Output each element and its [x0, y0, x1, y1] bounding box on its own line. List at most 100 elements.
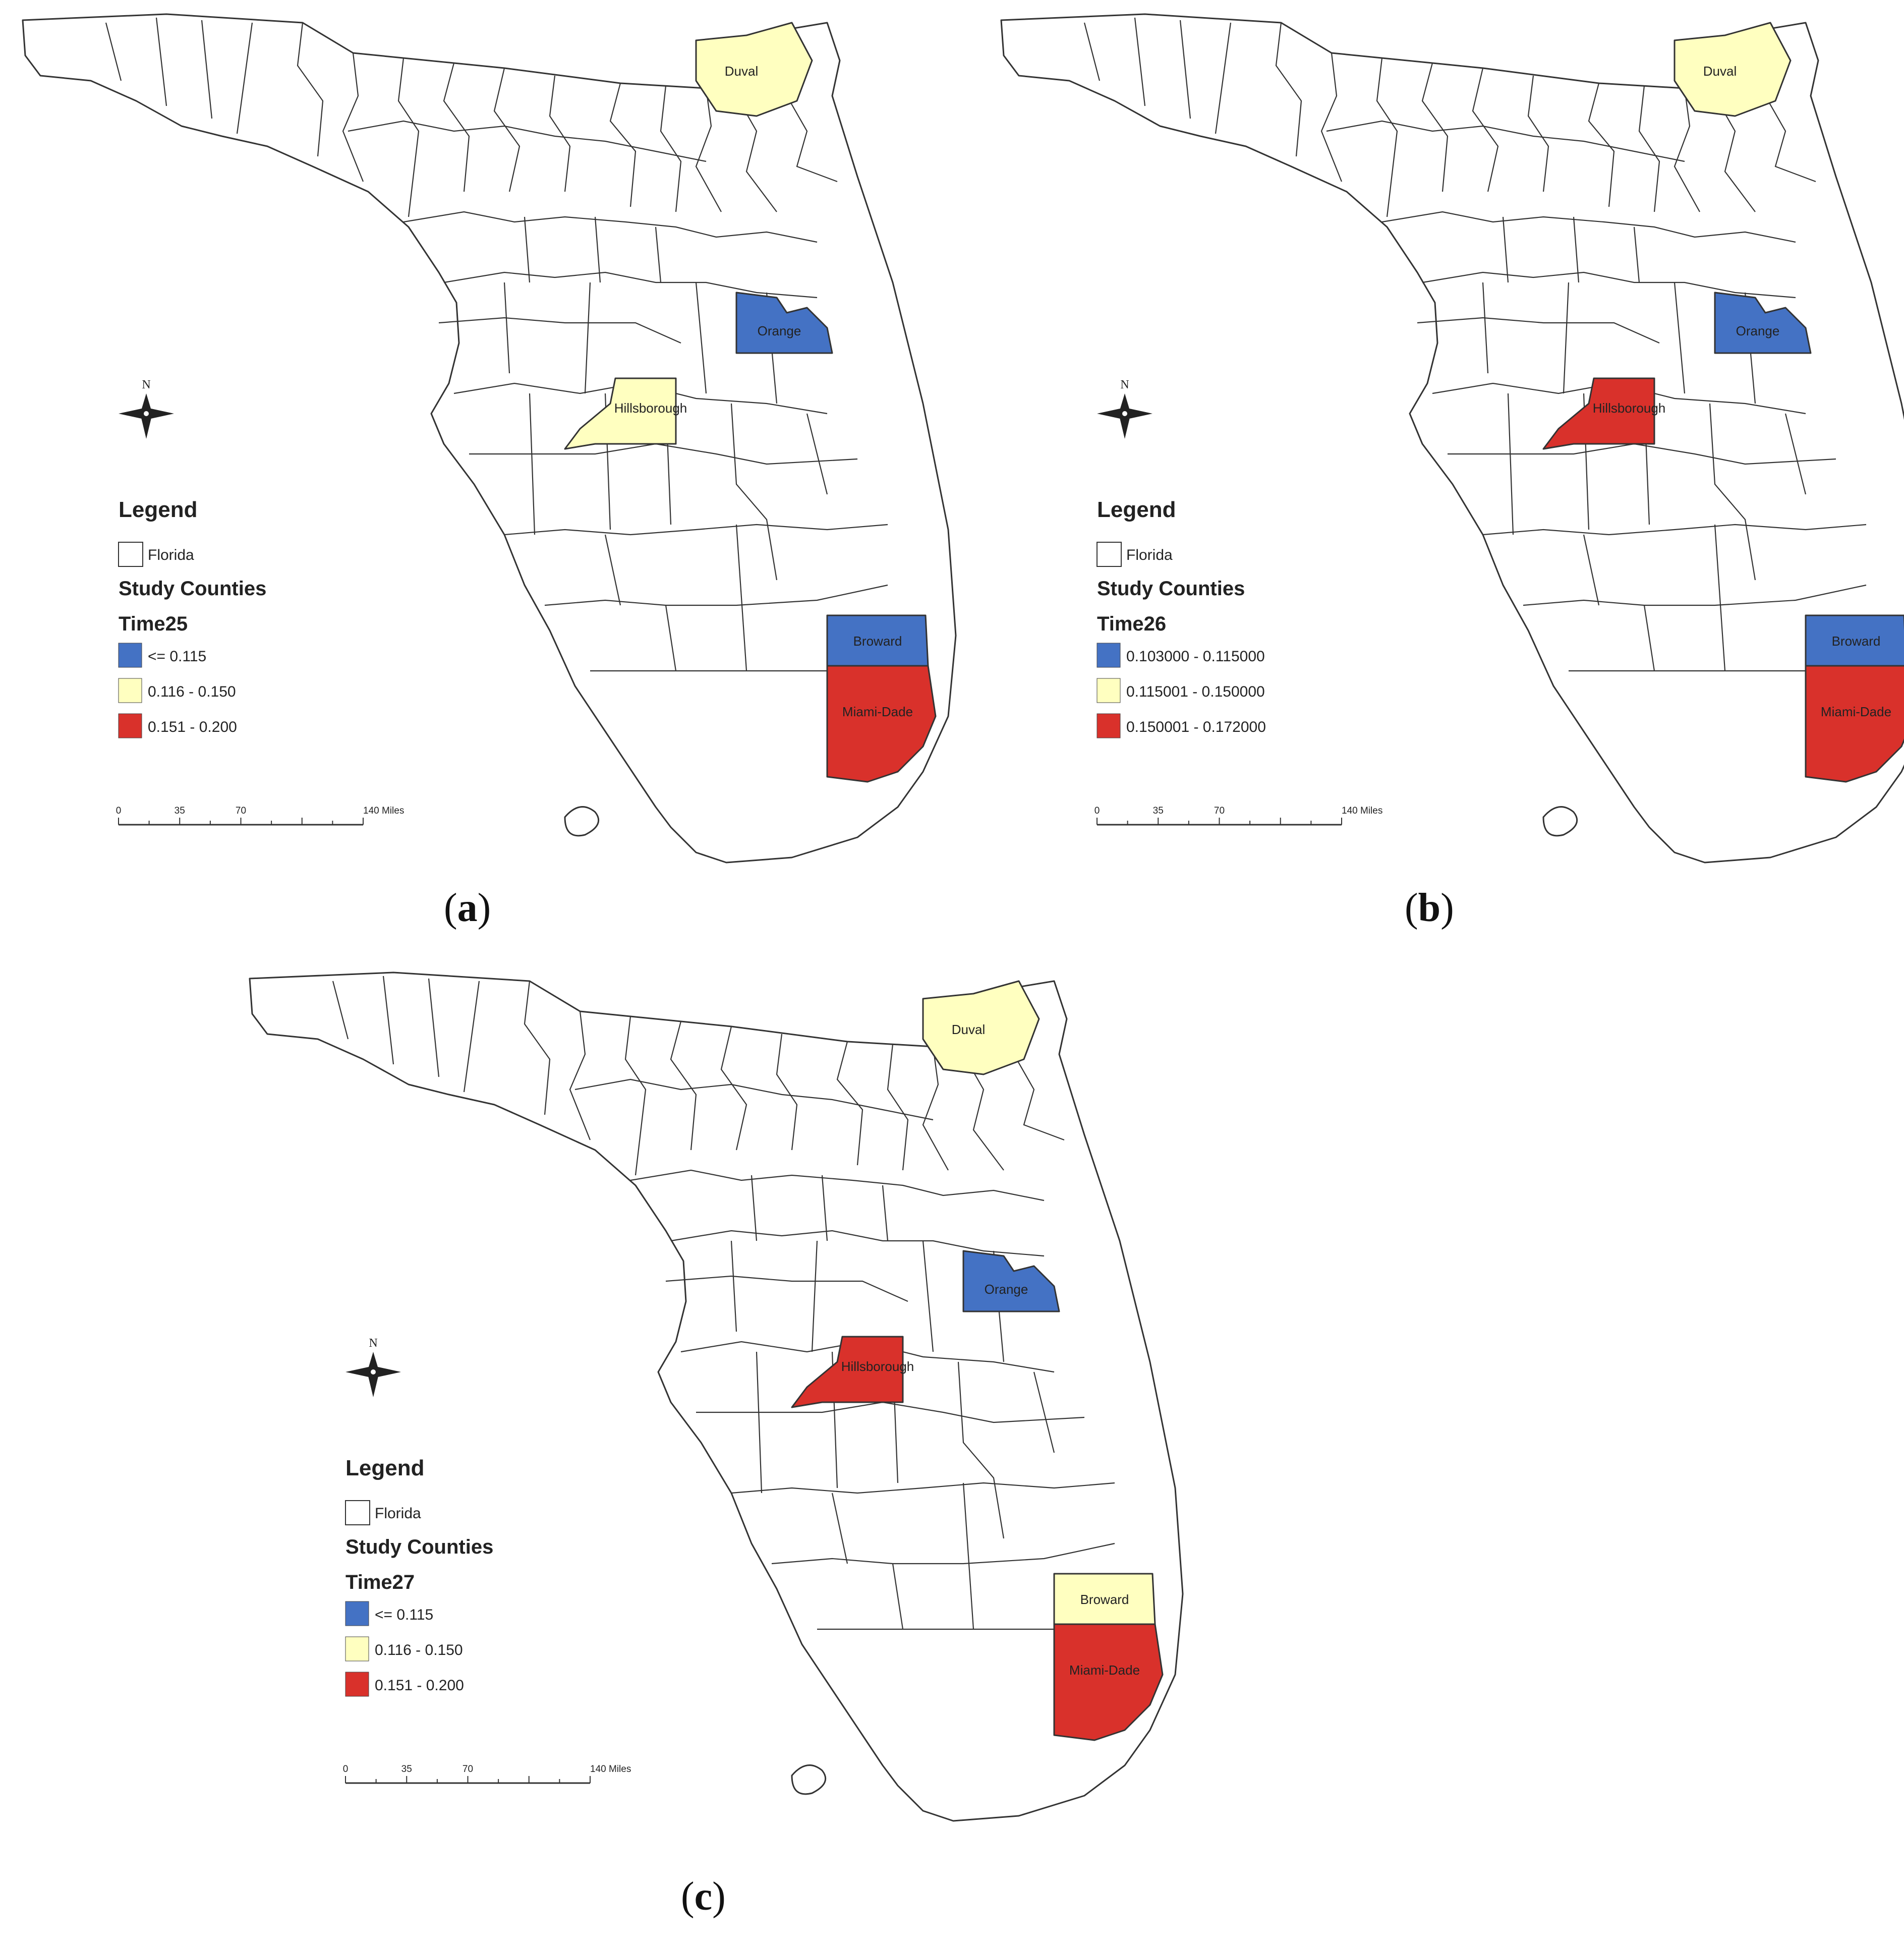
county-boundary — [1638, 85, 1660, 212]
legend-swatch — [1097, 713, 1121, 738]
county-boundary — [882, 1185, 889, 1241]
legend-title: Legend — [345, 1456, 424, 1480]
county-boundary — [403, 211, 818, 243]
county-label-duval: Duval — [1703, 64, 1737, 79]
county-boundary — [1482, 524, 1867, 536]
county-boundary — [751, 1175, 758, 1241]
map-panel-c: Duval Orange Hillsborough Broward Miami-Dade… — [227, 958, 1236, 1919]
county-label-orange: Orange — [758, 323, 801, 338]
county-boundary — [529, 393, 536, 535]
county-boundary — [1714, 524, 1726, 671]
county-boundary — [1179, 20, 1191, 119]
legend-base-layer: Florida — [375, 1505, 421, 1522]
county-duval — [1674, 22, 1792, 117]
county-boundary — [1765, 95, 1816, 183]
florida-outline — [1000, 13, 1904, 864]
county-boundary — [1421, 63, 1449, 192]
legend-class-label: <= 0.115 — [375, 1607, 433, 1623]
north-label: N — [1120, 378, 1129, 391]
county-boundary — [443, 271, 818, 299]
county-boundary — [892, 1563, 904, 1630]
county-boundary — [443, 63, 470, 192]
county-label-hillsborough: Hillsborough — [841, 1359, 914, 1374]
county-boundary — [1674, 282, 1686, 394]
county-boundary — [730, 1240, 737, 1332]
legend-base-layer: Florida — [148, 547, 194, 563]
legend-swatch-florida — [1097, 542, 1122, 567]
county-boundary — [1573, 216, 1580, 283]
county-boundary — [665, 1275, 908, 1302]
scale-tick-label: 0 — [1094, 806, 1100, 816]
county-boundary — [922, 1046, 949, 1171]
scale-tick-label: 140 Miles — [363, 806, 404, 816]
county-boundary — [887, 1044, 909, 1171]
north-arrow-icon: N — [1097, 378, 1152, 439]
county-orange — [735, 292, 833, 354]
scale-tick-label: 35 — [401, 1764, 412, 1774]
county-boundary — [236, 22, 253, 134]
legend-class-label: <= 0.115 — [148, 648, 206, 665]
county-boundary — [821, 1175, 828, 1241]
county-orange — [1714, 292, 1812, 354]
legend-class-label: 0.115001 - 0.150000 — [1126, 683, 1265, 700]
legend-field-name: Time26 — [1097, 613, 1166, 635]
scale-tick-label: 0 — [343, 1764, 349, 1774]
county-label-broward: Broward — [1832, 634, 1881, 649]
scale-tick-label: 140 Miles — [1342, 806, 1382, 816]
legend: Legend Florida Study Counties Time25 <= 0.11… — [118, 497, 266, 738]
county-boundary — [1527, 75, 1549, 192]
scale-tick-label: 70 — [236, 806, 246, 816]
county-boundary — [1033, 1371, 1055, 1453]
county-boundary — [670, 1230, 1045, 1257]
florida-outline — [22, 13, 957, 864]
scale-tick-label: 0 — [116, 806, 122, 816]
county-boundary — [524, 981, 551, 1115]
legend-class-label: 0.103000 - 0.115000 — [1126, 648, 1265, 665]
county-boundary — [463, 981, 480, 1093]
county-boundary — [1275, 22, 1302, 157]
county-boundary — [594, 216, 601, 283]
legend-layer-name: Study Counties — [1097, 578, 1245, 600]
county-boundary — [1507, 393, 1514, 535]
county-boundary — [665, 605, 677, 671]
county-boundary — [962, 1482, 974, 1630]
florida-map-b: Duval Orange Hillsborough Broward Miami-Dade… — [1000, 13, 1904, 864]
county-boundary — [332, 981, 349, 1040]
legend-swatch — [1097, 678, 1121, 703]
county-boundary — [504, 524, 888, 536]
scale-bar: 0 35 70 140 Miles — [116, 806, 404, 826]
legend-swatch-florida — [345, 1500, 370, 1525]
county-boundary — [342, 52, 364, 182]
county-boundary — [957, 1361, 1005, 1539]
legend-class-label: 0.151 - 0.200 — [148, 719, 237, 735]
county-boundary — [776, 1034, 798, 1151]
county-broward — [1805, 614, 1904, 667]
florida-map-c: Duval Orange Hillsborough Broward Miami-Dade… — [249, 971, 1184, 1822]
legend-swatch — [345, 1636, 369, 1661]
legend-swatch — [345, 1672, 369, 1697]
county-boundary — [569, 1011, 591, 1140]
county-boundary — [1674, 88, 1700, 212]
county-boundary — [105, 22, 122, 81]
county-boundary — [836, 1041, 863, 1166]
scale-tick-label: 35 — [175, 806, 185, 816]
county-boundary — [1326, 120, 1685, 162]
county-boundary — [1083, 22, 1101, 81]
county-boundary — [771, 1542, 1115, 1565]
county-boundary — [735, 524, 747, 671]
county-boundary — [1381, 211, 1796, 243]
county-boundary — [1502, 216, 1509, 283]
county-hillsborough — [564, 377, 677, 450]
county-miami-dade — [826, 665, 937, 783]
county-boundary — [1643, 605, 1655, 671]
scale-tick-label: 140 Miles — [590, 1764, 631, 1774]
county-boundary — [1633, 226, 1640, 283]
county-boundary — [811, 1240, 818, 1352]
county-boundary — [630, 1169, 1045, 1201]
county-label-duval: Duval — [725, 64, 758, 79]
county-boundary — [1472, 68, 1499, 192]
county-boundary — [503, 282, 510, 374]
north-arrow-icon: N — [345, 1337, 401, 1397]
county-boundary — [201, 20, 213, 119]
